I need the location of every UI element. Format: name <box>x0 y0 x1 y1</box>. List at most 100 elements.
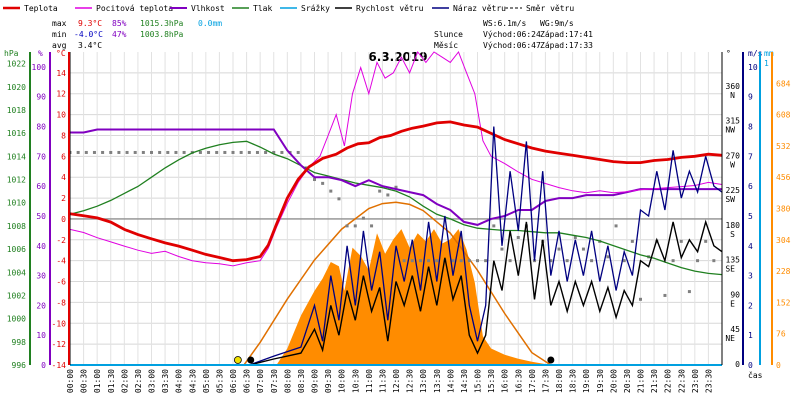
time-tick-3: 01:30 <box>107 369 116 393</box>
hpa-tick-13: 996 <box>12 361 27 370</box>
ms-tick-6: 4 <box>748 242 753 251</box>
stats-min-label: min <box>52 30 67 39</box>
wind-dir-point-52 <box>492 224 496 228</box>
wind-dir-point-17 <box>207 150 211 154</box>
wind-dir-point-73 <box>663 293 667 297</box>
ms-tick-9: 1 <box>748 331 753 340</box>
time-tick-14: 07:00 <box>256 369 265 393</box>
wind-dir-point-60 <box>557 247 561 251</box>
dir-tick-4: 180 <box>726 221 741 230</box>
wind-dir-point-23 <box>255 150 259 154</box>
time-tick-20: 10:00 <box>338 369 347 393</box>
plot-area <box>68 51 723 366</box>
pct-tick-8: 20 <box>36 301 46 310</box>
wind-dir-point-20 <box>231 150 235 154</box>
dir-name-6: E <box>730 299 735 308</box>
chart-title: 6.3.2019 <box>368 50 427 64</box>
wind-dir-point-28 <box>296 150 300 154</box>
wind-dir-point-8 <box>133 150 137 154</box>
dir-name-1: NW <box>725 126 735 135</box>
ms-tick-4: 6 <box>748 182 753 191</box>
dir-name-5: SE <box>725 265 735 274</box>
time-tick-26: 13:00 <box>419 369 428 393</box>
time-tick-17: 08:30 <box>297 369 306 393</box>
legend-label-rychlost: Rychlost větru <box>356 4 424 13</box>
time-tick-40: 20:00 <box>609 369 618 393</box>
dir-tick-5: 135 <box>726 256 741 265</box>
wind-dir-point-31 <box>321 181 325 185</box>
stats-max-label: max <box>52 19 67 28</box>
wind-dir-point-25 <box>272 150 276 154</box>
wind-dir-point-36 <box>361 216 365 220</box>
temp-tick-0: 14 <box>56 69 66 78</box>
time-tick-37: 18:30 <box>569 369 578 393</box>
wind-dir-point-18 <box>215 150 219 154</box>
stats-min-press: 1003.8hPa <box>140 30 184 39</box>
pct-tick-5: 50 <box>36 212 46 221</box>
time-tick-4: 02:00 <box>120 369 129 393</box>
solar-tick-0: 684 <box>776 79 791 88</box>
dir-name-4: S <box>730 230 735 239</box>
wind-dir-point-35 <box>353 224 357 228</box>
wind-dir-point-68 <box>622 259 626 263</box>
legend-label-teplota: Teplota <box>24 4 58 13</box>
time-tick-39: 19:30 <box>596 369 605 393</box>
pct-tick-7: 30 <box>36 272 46 281</box>
wind-dir-point-24 <box>264 150 268 154</box>
series-wind-speed <box>70 219 723 366</box>
series-solar-theory <box>243 201 552 366</box>
time-tick-29: 14:30 <box>460 369 469 393</box>
stats-max-temp: 9.3°C <box>78 19 102 28</box>
wind-dir-point-21 <box>239 150 243 154</box>
temp-tick-9: -4 <box>56 257 66 266</box>
wind-dir-point-41 <box>402 259 406 263</box>
stats-min-temp: -4.0°C <box>74 30 103 39</box>
wind-dir-point-53 <box>500 247 504 251</box>
wind-dir-point-34 <box>345 224 349 228</box>
ms-tick-5: 5 <box>748 212 753 221</box>
series-feels-like <box>69 51 723 267</box>
wind-dir-point-61 <box>565 259 569 263</box>
wind-dir-point-48 <box>459 259 463 263</box>
temp-tick-5: 4 <box>61 173 66 182</box>
pct-tick-9: 10 <box>36 331 46 340</box>
stats-moon-set: Západ:17:33 <box>540 41 593 50</box>
axis-unit-pct: % <box>38 49 43 58</box>
hpa-tick-3: 1016 <box>7 129 26 138</box>
temp-tick-11: -8 <box>56 298 66 307</box>
wind-dir-point-32 <box>329 189 333 193</box>
dir-name-7: NE <box>725 334 735 343</box>
dir-tick-2: 270 <box>726 151 741 160</box>
hpa-tick-12: 998 <box>12 338 27 347</box>
legend-label-naraz: Náraz větru <box>453 4 506 13</box>
ms-tick-0: 10 <box>748 63 758 72</box>
ms-tick-8: 2 <box>748 301 753 310</box>
time-tick-28: 14:00 <box>446 369 455 393</box>
stats-sun-label: Slunce <box>434 30 463 39</box>
stats-avg-temp: 3.4°C <box>78 41 102 50</box>
time-tick-34: 17:00 <box>528 369 537 393</box>
solar-tick-4: 380 <box>776 205 791 214</box>
time-tick-0: 00:00 <box>66 369 75 393</box>
dir-tick-6: 90 <box>730 290 740 299</box>
stats-sun-set: Západ:17:41 <box>540 30 593 39</box>
wind-dir-point-78 <box>704 239 708 243</box>
time-tick-25: 12:30 <box>406 369 415 393</box>
solar-tick-8: 76 <box>776 330 786 339</box>
wind-dir-point-9 <box>141 150 145 154</box>
hpa-tick-10: 1002 <box>7 291 26 300</box>
temp-tick-12: -10 <box>52 319 67 328</box>
wind-dir-point-30 <box>313 178 316 182</box>
hpa-tick-0: 1022 <box>7 60 26 69</box>
stats-moon-rise: Východ:06:47 <box>483 41 541 50</box>
wind-dir-point-59 <box>549 259 553 263</box>
hpa-tick-1: 1020 <box>7 83 26 92</box>
time-tick-1: 00:30 <box>80 369 89 393</box>
time-tick-12: 06:00 <box>229 369 238 393</box>
time-tick-5: 02:30 <box>134 369 143 393</box>
temp-tick-8: -2 <box>56 236 66 245</box>
temp-tick-3: 8 <box>61 132 66 141</box>
pct-tick-10: 0 <box>41 361 46 370</box>
time-tick-41: 20:30 <box>623 369 632 393</box>
solar-tick-5: 304 <box>776 236 791 245</box>
